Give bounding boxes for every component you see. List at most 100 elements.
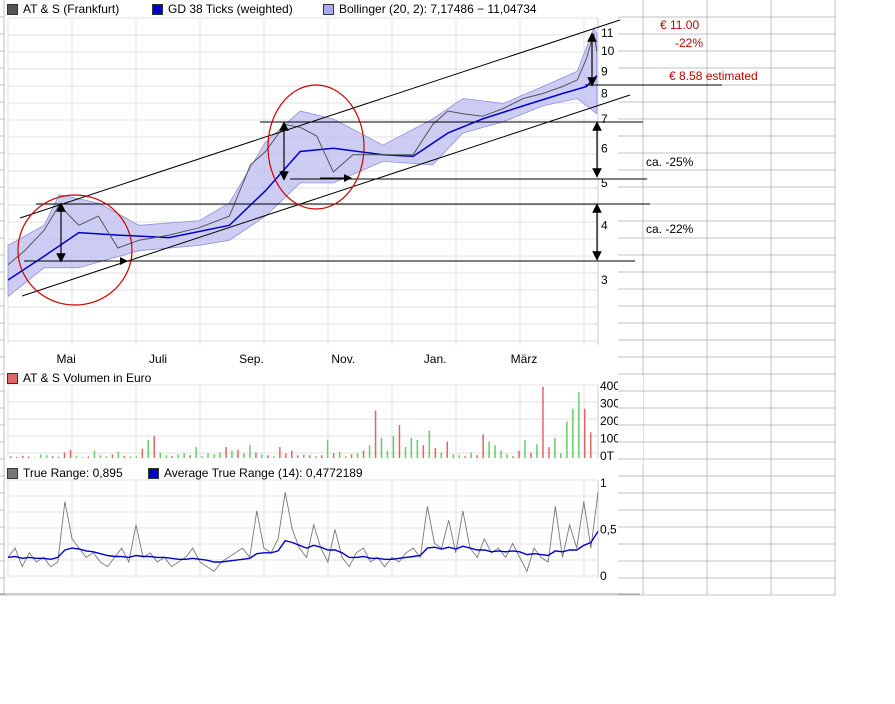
- price-tick-label: 10: [601, 44, 615, 58]
- highlight-ellipse: [17, 194, 133, 306]
- volume-bar: [404, 447, 407, 458]
- month-tick-label: März: [511, 352, 538, 366]
- legend-atr-label: Average True Range (14): 0,4772189: [164, 466, 363, 480]
- volume-bar: [129, 456, 132, 458]
- price-swatch: [7, 3, 18, 15]
- volume-bar: [368, 445, 371, 458]
- price-tick-label: 9: [601, 64, 608, 78]
- volume-bar: [566, 421, 568, 458]
- volume-bar: [584, 408, 586, 458]
- ma-swatch: [152, 3, 163, 15]
- volume-bar: [470, 452, 472, 458]
- month-tick-label: Juli: [149, 352, 167, 366]
- legend-bollinger-label: Bollinger (20, 2): 7,17486 − 11,04734: [339, 2, 537, 16]
- volume-tick-label: 100: [600, 432, 620, 446]
- volume-bar: [99, 455, 102, 458]
- target-pct-label: -22%: [675, 36, 704, 50]
- atr-tick-label: 0,5: [600, 523, 617, 537]
- volume-bar: [45, 455, 48, 458]
- price-tick-label: 4: [601, 218, 608, 232]
- drop2-label: ca. -25%: [646, 155, 694, 169]
- volume-bar: [332, 453, 335, 458]
- volume-bar: [560, 453, 562, 458]
- volume-bar: [153, 436, 155, 458]
- volume-bar: [482, 434, 484, 458]
- atr-tick-label: 1: [600, 476, 607, 490]
- volume-bar: [452, 454, 454, 459]
- legend-price: AT & S (Frankfurt): [7, 2, 119, 16]
- volume-bar: [578, 392, 580, 458]
- volume-bar: [440, 452, 442, 458]
- price-tick-label: 3: [601, 273, 608, 287]
- target-label: € 11.00: [660, 18, 700, 32]
- volume-bar: [542, 386, 544, 458]
- volume-bar: [39, 454, 42, 459]
- volume-bar: [398, 425, 401, 458]
- volume-bar: [243, 453, 245, 458]
- volume-bar: [297, 455, 299, 458]
- volume-bar: [207, 453, 209, 458]
- price-tick-label: 11: [601, 26, 614, 40]
- month-tick-label: Mai: [57, 352, 76, 366]
- volume-bar: [237, 449, 239, 458]
- atr-line: [7, 531, 599, 563]
- volume-bar: [159, 452, 161, 458]
- volume-bar: [51, 456, 54, 458]
- highlight-ellipse: [267, 84, 365, 210]
- volume-bar: [464, 456, 466, 458]
- volume-bar: [165, 455, 167, 458]
- volume-bar: [476, 455, 478, 458]
- volume-bar: [273, 456, 275, 458]
- atr-tick-label: 0: [600, 569, 607, 583]
- moving-average-line: [7, 74, 598, 281]
- estimate-label: € 8.58 estimated: [669, 69, 758, 83]
- price-tick-label: 8: [601, 87, 608, 101]
- month-tick-label: Nov.: [331, 352, 355, 366]
- volume-bar: [338, 451, 341, 458]
- volume-bar: [75, 455, 78, 458]
- legend-bollinger: Bollinger (20, 2): 7,17486 − 11,04734: [323, 2, 537, 16]
- volume-bar: [458, 455, 460, 458]
- volume-swatch: [7, 372, 18, 384]
- volume-bar: [446, 441, 448, 458]
- volume-bar: [195, 447, 197, 458]
- volume-bar: [524, 439, 526, 459]
- volume-bar: [16, 457, 18, 458]
- price-tick-label: 7: [601, 112, 608, 126]
- volume-bar: [416, 439, 419, 459]
- volume-bar: [213, 454, 215, 459]
- bollinger-swatch: [323, 3, 334, 15]
- volume-bar: [183, 453, 185, 458]
- volume-bar: [189, 455, 191, 458]
- volume-bar: [548, 447, 550, 458]
- volume-bar: [422, 445, 425, 458]
- volume-bar: [356, 453, 359, 458]
- volume-bar: [506, 454, 508, 459]
- volume-bar: [303, 454, 305, 459]
- legend-tr-label: True Range: 0,895: [23, 466, 123, 480]
- volume-bar: [500, 450, 502, 458]
- drop1-label: ca. -22%: [646, 222, 694, 236]
- volume-bar: [10, 456, 12, 458]
- volume-tick-label: 400: [600, 379, 620, 393]
- volume-bar: [344, 456, 347, 458]
- volume-bar: [63, 452, 66, 458]
- volume-bar: [315, 456, 317, 458]
- volume-bar: [147, 439, 149, 459]
- volume-bar: [518, 450, 520, 458]
- volume-label-clip: [618, 375, 643, 465]
- volume-bar: [512, 456, 514, 458]
- volume-tick-label: 0T: [600, 449, 615, 463]
- volume-bar: [87, 456, 90, 458]
- volume-bar: [201, 456, 203, 458]
- volume-bar: [434, 448, 437, 458]
- volume-bar: [488, 441, 490, 458]
- legend-volume-label: AT & S Volumen in Euro: [23, 371, 152, 385]
- volume-bar: [261, 454, 263, 459]
- volume-bar: [326, 439, 329, 459]
- volume-bar: [380, 437, 383, 458]
- price-tick-label: 6: [601, 141, 608, 155]
- volume-bar: [386, 450, 389, 458]
- volume-bar: [279, 447, 281, 458]
